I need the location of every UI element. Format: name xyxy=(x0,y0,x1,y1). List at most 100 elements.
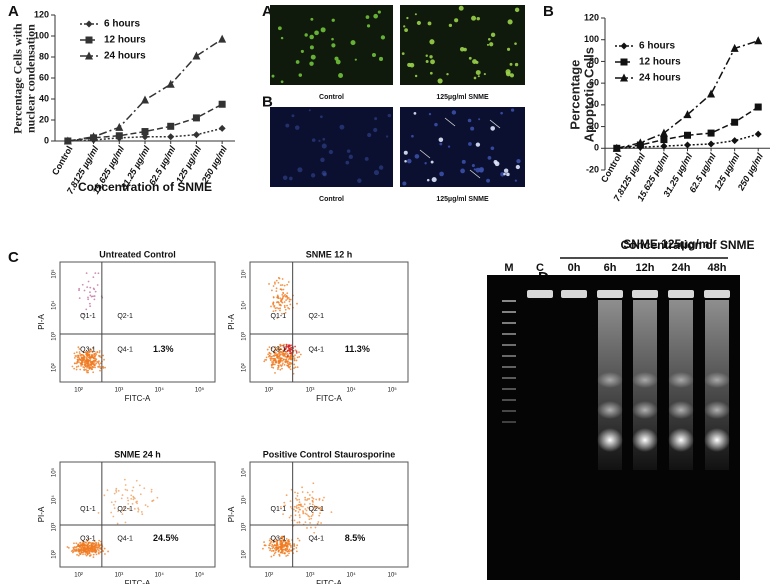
event xyxy=(283,304,286,307)
event xyxy=(104,553,106,555)
event xyxy=(75,366,78,368)
event xyxy=(301,486,303,489)
event xyxy=(117,510,119,513)
event xyxy=(273,363,276,366)
y-tick-label: 80 xyxy=(39,51,49,61)
y-tick-label: 10⁴ xyxy=(51,300,58,310)
event xyxy=(94,357,97,360)
marker xyxy=(684,131,691,139)
cell xyxy=(438,137,444,143)
event xyxy=(92,276,95,279)
cell xyxy=(470,126,475,131)
event xyxy=(318,514,321,517)
event xyxy=(286,360,289,363)
cell xyxy=(427,21,432,26)
event xyxy=(298,539,301,542)
cell xyxy=(402,181,407,186)
event xyxy=(86,366,88,369)
event xyxy=(270,364,273,367)
event xyxy=(92,556,95,559)
event xyxy=(94,352,97,355)
legend-label: 12 hours xyxy=(639,57,681,68)
event xyxy=(91,547,94,550)
x-tick-label: 10⁴ xyxy=(346,387,356,394)
ladder-band xyxy=(502,355,516,357)
event xyxy=(288,350,291,352)
event xyxy=(277,307,280,310)
cell xyxy=(475,142,481,147)
event xyxy=(92,553,95,556)
event xyxy=(298,514,301,516)
event xyxy=(263,360,266,363)
y-tick-label: 120 xyxy=(584,12,599,22)
cell xyxy=(471,15,477,21)
event xyxy=(281,293,284,296)
cell xyxy=(446,72,449,76)
event xyxy=(106,489,109,492)
event xyxy=(286,544,289,546)
event xyxy=(282,513,284,516)
cell xyxy=(365,15,370,19)
event xyxy=(294,345,297,348)
marker xyxy=(166,79,175,88)
cell xyxy=(357,178,362,183)
event xyxy=(281,284,284,286)
event xyxy=(272,549,275,552)
event xyxy=(77,365,80,368)
event xyxy=(133,507,136,510)
event xyxy=(84,365,87,367)
event xyxy=(288,548,291,551)
cell xyxy=(428,112,432,116)
event xyxy=(280,288,283,291)
genomic-band xyxy=(597,290,623,298)
event xyxy=(87,369,89,372)
event xyxy=(285,353,287,356)
quadrant-label: Q1-1 xyxy=(80,313,96,320)
event xyxy=(330,511,333,514)
event xyxy=(84,553,87,556)
marker xyxy=(620,73,628,82)
event xyxy=(298,501,301,504)
event xyxy=(302,505,304,508)
event xyxy=(132,495,135,498)
event xyxy=(305,513,308,516)
cell xyxy=(478,118,481,121)
marker xyxy=(754,103,762,111)
event xyxy=(110,511,113,514)
cell xyxy=(374,117,378,121)
marker xyxy=(192,131,200,139)
event xyxy=(277,297,280,300)
event xyxy=(73,542,75,545)
event xyxy=(281,367,283,370)
cell xyxy=(348,154,353,159)
event xyxy=(309,502,311,505)
event xyxy=(79,543,82,546)
event xyxy=(284,348,287,351)
cell xyxy=(439,171,444,177)
event xyxy=(156,496,159,499)
event xyxy=(282,550,284,553)
event xyxy=(269,355,272,358)
event xyxy=(273,349,276,352)
event xyxy=(298,351,300,354)
cell xyxy=(447,145,451,148)
x-tick-label: 10³ xyxy=(115,573,124,579)
y-tick-label: 10⁵ xyxy=(241,467,248,477)
event xyxy=(282,358,285,361)
event xyxy=(85,308,88,311)
event xyxy=(96,547,99,549)
event xyxy=(306,527,308,529)
event xyxy=(84,544,86,547)
plot-title: SNME 12 h xyxy=(306,249,353,259)
event xyxy=(279,551,282,554)
event xyxy=(131,489,134,492)
event xyxy=(280,299,283,302)
event xyxy=(270,289,273,292)
cell xyxy=(335,59,341,65)
cell xyxy=(475,70,481,76)
event xyxy=(283,295,285,297)
event xyxy=(316,522,319,525)
marker xyxy=(707,129,715,137)
cell xyxy=(490,146,495,151)
cell xyxy=(439,142,443,146)
